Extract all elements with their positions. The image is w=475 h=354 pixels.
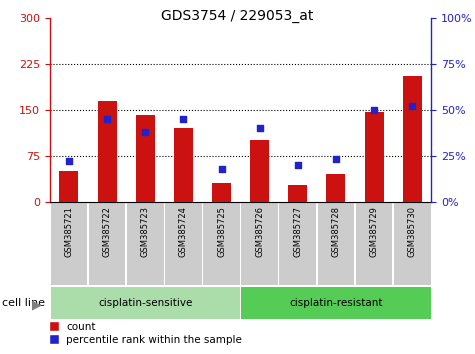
Bar: [394, 202, 430, 285]
Point: [218, 166, 225, 171]
Point: [408, 103, 416, 109]
Text: cell line: cell line: [2, 298, 46, 308]
Point: [103, 116, 111, 122]
Bar: [326, 174, 345, 202]
Text: GSM385729: GSM385729: [370, 206, 379, 257]
Text: cisplatin-sensitive: cisplatin-sensitive: [98, 298, 192, 308]
Point: [142, 129, 149, 135]
Text: GSM385727: GSM385727: [293, 206, 302, 257]
Text: GSM385730: GSM385730: [408, 206, 417, 257]
Point: [332, 156, 340, 162]
Text: GSM385721: GSM385721: [65, 206, 74, 257]
Legend: count, percentile rank within the sample: count, percentile rank within the sample: [46, 317, 247, 349]
Point: [294, 162, 302, 168]
Text: GSM385723: GSM385723: [141, 206, 150, 257]
Point: [370, 107, 378, 113]
Bar: [127, 202, 163, 285]
Text: GSM385728: GSM385728: [332, 206, 341, 257]
Bar: [51, 287, 240, 319]
Bar: [318, 202, 354, 285]
Bar: [97, 101, 117, 202]
Bar: [59, 171, 78, 202]
Text: GSM385722: GSM385722: [103, 206, 112, 257]
Text: GDS3754 / 229053_at: GDS3754 / 229053_at: [162, 9, 314, 23]
Bar: [165, 202, 202, 285]
Bar: [212, 183, 231, 202]
Bar: [89, 202, 125, 285]
Bar: [136, 115, 155, 202]
Bar: [288, 185, 307, 202]
Bar: [241, 287, 430, 319]
Bar: [250, 141, 269, 202]
Point: [256, 125, 264, 131]
Bar: [174, 128, 193, 202]
Text: GSM385726: GSM385726: [255, 206, 264, 257]
Bar: [279, 202, 316, 285]
Text: cisplatin-resistant: cisplatin-resistant: [289, 298, 383, 308]
Text: GSM385725: GSM385725: [217, 206, 226, 257]
Bar: [203, 202, 240, 285]
Text: GSM385724: GSM385724: [179, 206, 188, 257]
Bar: [51, 202, 87, 285]
Bar: [356, 202, 392, 285]
Point: [180, 116, 187, 122]
Text: ▶: ▶: [32, 298, 42, 311]
Bar: [403, 76, 422, 202]
Bar: [364, 112, 384, 202]
Bar: [241, 202, 278, 285]
Point: [65, 159, 73, 164]
